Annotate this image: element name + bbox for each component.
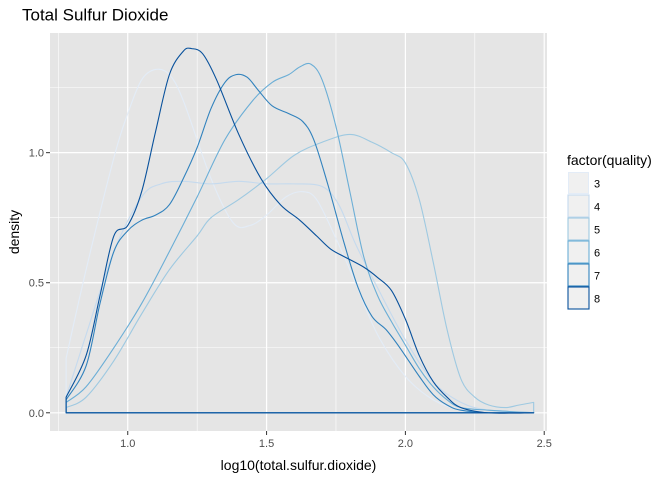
x-tick-label: 1.0 [120, 438, 135, 450]
legend-key-5 [567, 217, 590, 241]
x-axis: 1.0 1.5 2.0 2.5 [120, 431, 552, 450]
legend-key-7 [567, 263, 590, 287]
legend-label-7: 7 [594, 271, 600, 283]
legend-label-8: 8 [594, 294, 600, 306]
legend-key-3 [568, 172, 589, 194]
legend-key-8 [567, 286, 590, 310]
density-curves [65, 47, 535, 414]
legend-label-5: 5 [594, 225, 600, 237]
density-curve-quality-8 [65, 47, 535, 414]
x-axis-title: log10(total.sulfur.dioxide) [221, 457, 377, 473]
density-curve-quality-7 [65, 73, 535, 414]
legend-key-outline-3 [568, 172, 589, 194]
x-tick-label: 1.5 [259, 438, 274, 450]
legend-label-3: 3 [594, 179, 600, 191]
legend: factor(quality) 3 4 5 6 7 8 [567, 152, 652, 310]
legend-title: factor(quality) [567, 152, 652, 168]
y-tick-label: 0.5 [29, 278, 44, 290]
x-tick-label: 2.5 [537, 438, 552, 450]
y-axis-title: density [6, 210, 22, 254]
chart-title: Total Sulfur Dioxide [22, 6, 168, 25]
y-axis: 0.0 0.5 1.0 [29, 148, 50, 420]
density-curve-quality-3 [65, 68, 535, 414]
density-curve-quality-6 [65, 62, 535, 414]
legend-key-6 [567, 240, 590, 264]
legend-key-4 [567, 194, 590, 218]
y-tick-label: 0.0 [29, 408, 44, 420]
legend-label-6: 6 [594, 248, 600, 260]
y-tick-label: 1.0 [29, 148, 44, 160]
density-curve-quality-5 [65, 133, 535, 414]
plot-panel [50, 33, 547, 431]
x-tick-label: 2.0 [398, 438, 413, 450]
legend-label-4: 4 [594, 202, 600, 214]
